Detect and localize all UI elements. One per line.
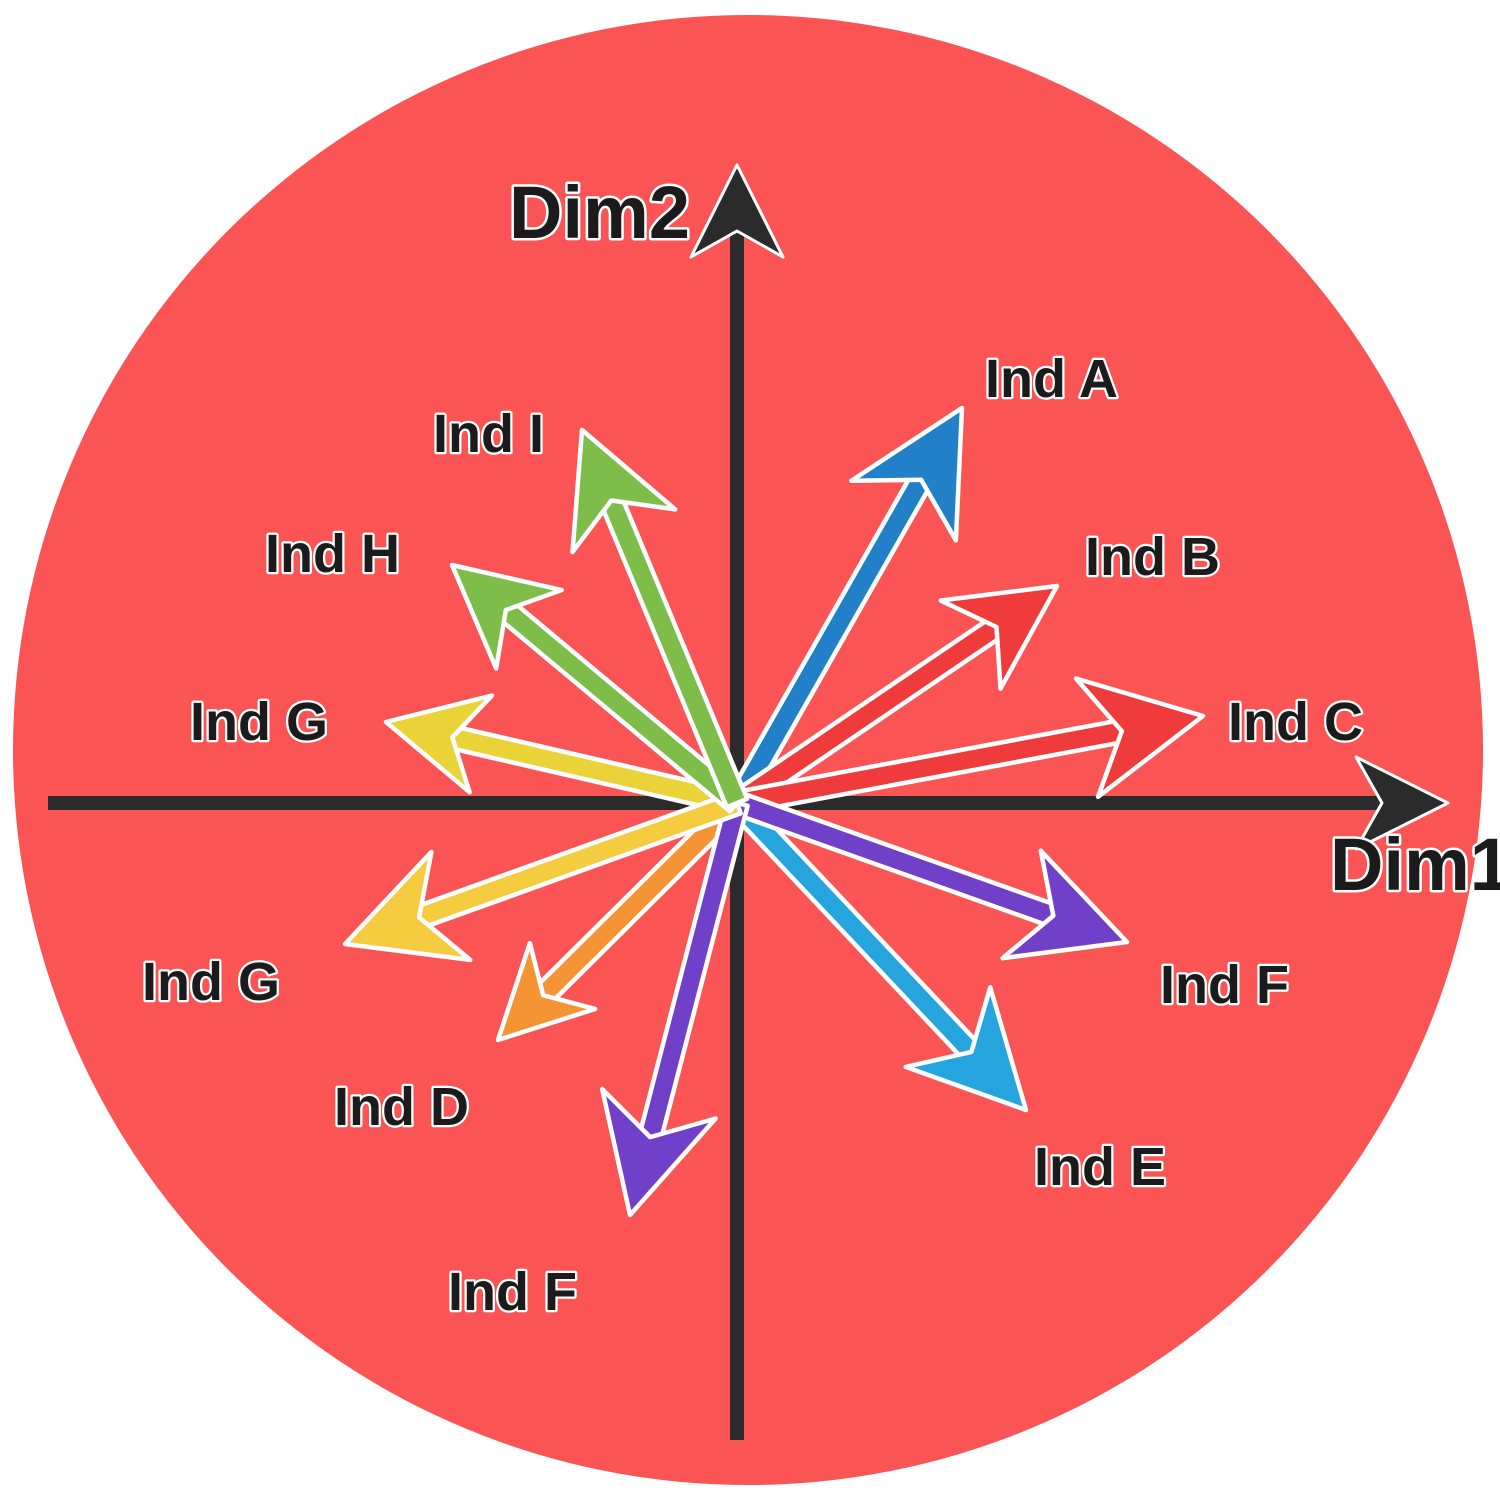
vector-label: Ind F xyxy=(448,1262,577,1322)
vector-label: Ind G xyxy=(190,692,328,752)
vector-arrow[interactable] xyxy=(726,793,1029,1113)
vector-arrowhead-icon xyxy=(599,1086,718,1218)
vector-arrow[interactable] xyxy=(570,427,750,810)
vector-labels-layer: Ind A Ind B Ind C Ind D Ind E Ind F Ind F Ind G… xyxy=(140,347,1365,1325)
vector-arrowhead-icon xyxy=(383,693,495,795)
vector-arrowhead-icon xyxy=(938,583,1060,691)
background-circle xyxy=(13,15,1483,1485)
vector-label: Ind D xyxy=(334,1077,469,1137)
vector-arrowhead-icon xyxy=(449,562,564,671)
vector-arrowhead-icon xyxy=(903,985,1029,1113)
vector-label: Ind I xyxy=(433,404,544,464)
axis-label-dim1: Dim1 xyxy=(1330,823,1500,906)
x-axis-arrowhead-icon xyxy=(1354,755,1450,851)
vectors-layer xyxy=(342,405,1206,1218)
vector-label: Ind A xyxy=(985,349,1118,409)
vector-arrowhead-icon xyxy=(849,405,965,543)
vector-arrowhead-icon xyxy=(1000,848,1130,961)
vector-label: Ind H xyxy=(265,524,400,584)
vector-arrowhead-icon xyxy=(570,427,678,555)
vector-arrow[interactable] xyxy=(449,562,747,814)
vector-label: Ind G xyxy=(142,952,280,1012)
vector-label: Ind C xyxy=(1228,692,1363,752)
vector-arrow[interactable] xyxy=(732,676,1206,817)
vector-label: Ind B xyxy=(1085,527,1220,587)
y-axis-arrowhead-icon xyxy=(689,163,785,259)
axis-label-dim2: Dim2 xyxy=(509,171,690,254)
vector-arrowhead-icon xyxy=(342,849,473,963)
vector-arrow[interactable] xyxy=(342,790,743,963)
vector-label: Ind F xyxy=(1160,955,1289,1015)
vector-arrowhead-icon xyxy=(1073,676,1206,800)
vector-label: Ind E xyxy=(1034,1137,1166,1197)
vector-arrowhead-icon xyxy=(495,940,598,1043)
